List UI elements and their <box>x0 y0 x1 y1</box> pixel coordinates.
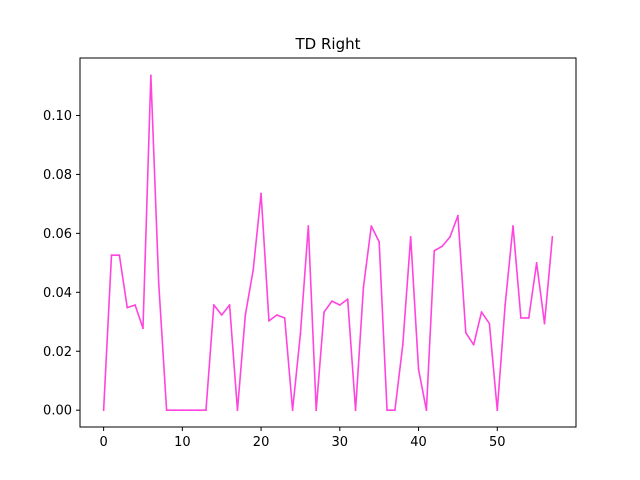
data-point <box>236 409 239 412</box>
data-point <box>519 317 522 319</box>
x-tick-label: 0 <box>99 435 107 450</box>
data-point <box>110 254 113 257</box>
data-point <box>378 241 381 243</box>
data-point <box>149 74 152 77</box>
x-tick-label: 10 <box>174 435 191 450</box>
data-point <box>118 254 121 257</box>
data-point <box>551 236 554 238</box>
data-point <box>535 261 538 264</box>
data-point <box>543 322 546 325</box>
data-point <box>126 306 129 309</box>
data-point <box>165 409 168 412</box>
y-tick-label: 0.04 <box>43 286 72 301</box>
data-point <box>331 300 333 303</box>
x-tick-label: 40 <box>410 435 427 450</box>
data-point <box>401 343 404 346</box>
data-point <box>504 304 507 306</box>
data-point <box>307 225 310 227</box>
data-point <box>197 409 200 412</box>
data-point <box>291 409 294 412</box>
data-point <box>362 286 365 289</box>
data-point <box>386 409 388 412</box>
data-point <box>417 368 420 371</box>
axes-frame <box>79 57 577 428</box>
series-line <box>102 74 554 412</box>
data-point <box>212 304 215 306</box>
data-point <box>433 249 436 252</box>
data-point <box>244 314 247 316</box>
data-point <box>134 304 137 306</box>
y-tick-label: 0.00 <box>43 404 72 419</box>
data-point <box>394 409 396 412</box>
data-point <box>252 269 255 271</box>
data-point <box>228 304 231 306</box>
data-point <box>142 327 144 330</box>
data-point <box>449 236 451 238</box>
y-tick-label: 0.10 <box>43 109 72 124</box>
data-point <box>315 409 318 412</box>
data-point <box>512 225 514 227</box>
data-point <box>173 409 176 412</box>
data-point <box>283 317 286 319</box>
data-point <box>480 311 483 313</box>
y-tick-label: 0.02 <box>43 345 72 360</box>
data-point <box>220 314 223 316</box>
plot-area: 0 10 20 30 40 50 0.00 0.02 0.04 0.06 0.08 0.10 <box>43 57 577 450</box>
data-point <box>157 282 160 285</box>
x-tick-label: 30 <box>332 435 349 450</box>
y-tick-label: 0.08 <box>43 168 72 183</box>
y-tick-label: 0.06 <box>43 227 72 242</box>
data-point <box>275 314 278 316</box>
data-point <box>527 317 530 319</box>
data-point <box>102 409 105 412</box>
data-point <box>472 343 475 346</box>
data-point <box>441 245 444 248</box>
chart-title: TD Right <box>295 35 361 53</box>
data-point <box>323 311 325 313</box>
data-point <box>409 236 412 238</box>
data-point <box>299 332 302 335</box>
data-point <box>189 409 192 412</box>
data-point <box>488 322 491 325</box>
data-point <box>457 214 459 217</box>
data-point <box>496 409 499 412</box>
data-point <box>181 409 184 412</box>
data-point <box>425 409 428 412</box>
x-tick-label: 50 <box>489 435 506 450</box>
data-point <box>464 331 467 334</box>
data-point <box>346 298 349 300</box>
x-tick-label: 20 <box>253 435 270 450</box>
data-point <box>205 409 207 412</box>
data-point <box>338 304 341 306</box>
data-point <box>268 320 270 322</box>
data-point <box>354 409 357 412</box>
data-point <box>370 225 373 227</box>
data-point <box>260 192 262 195</box>
